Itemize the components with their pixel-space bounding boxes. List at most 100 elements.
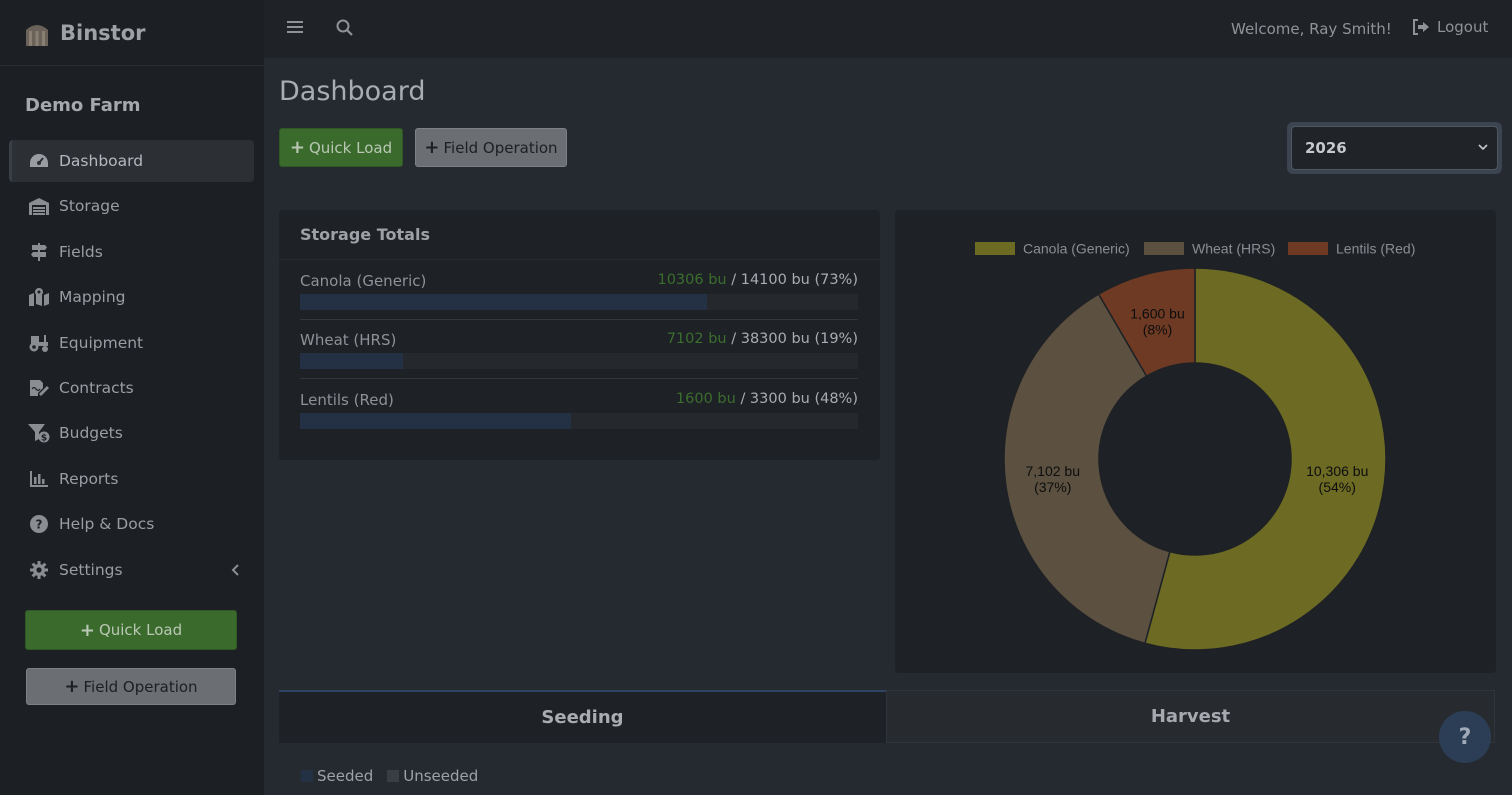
current-amount: 7102 bu <box>666 331 727 347</box>
legend-label: Canola (Generic) <box>1023 241 1130 257</box>
slice-percent-label: (37%) <box>1034 479 1071 495</box>
slice-value-label: 7,102 bu <box>1025 463 1080 479</box>
farm-name: Demo Farm <box>25 95 141 116</box>
logout-link[interactable]: Logout <box>1412 18 1488 36</box>
sidebar-nav: Dashboard Storage Fields Mapping Equipme… <box>0 140 264 591</box>
tractor-icon <box>28 333 50 353</box>
donut-chart: Canola (Generic) Wheat (HRS) Lentils (Red)… <box>975 241 1415 651</box>
year-select-focus-ring: 2026 <box>1287 122 1502 174</box>
warehouse-icon <box>28 196 50 216</box>
button-label: Quick Load <box>98 621 183 639</box>
sidebar-item-mapping[interactable]: Mapping <box>9 276 254 318</box>
sidebar-item-help-docs[interactable]: ? Help & Docs <box>9 503 254 545</box>
sidebar-item-dashboard[interactable]: Dashboard <box>9 140 254 182</box>
funnel-dollar-icon: $ <box>28 423 50 443</box>
donut-slice[interactable] <box>1097 267 1196 378</box>
bar-chart-icon <box>28 469 50 489</box>
legend-swatch <box>1144 242 1184 255</box>
map-marker-icon <box>28 287 50 307</box>
tab-seeding[interactable]: Seeding <box>279 690 886 743</box>
legend-item[interactable]: Canola (Generic) <box>975 241 1130 257</box>
progress-fill <box>300 294 708 310</box>
signs-icon <box>28 242 50 262</box>
sidebar-item-equipment[interactable]: Equipment <box>9 322 254 364</box>
sidebar-item-label: Equipment <box>59 333 144 352</box>
legend-swatch <box>1288 242 1328 255</box>
sidebar-item-fields[interactable]: Fields <box>9 231 254 273</box>
legend-swatch <box>975 242 1015 255</box>
crop-name: Wheat (HRS) <box>300 331 397 349</box>
year-select[interactable]: 2026 <box>1291 126 1498 170</box>
progress-bar <box>300 413 858 429</box>
svg-text:?: ? <box>36 518 43 532</box>
hamburger-menu-icon[interactable] <box>287 19 303 35</box>
chevron-left-icon[interactable] <box>230 562 240 578</box>
app-name: Binstor <box>60 20 146 45</box>
gauge-icon <box>28 151 50 171</box>
slice-percent-label: (54%) <box>1319 479 1356 495</box>
legend-label: Lentils (Red) <box>1336 241 1415 257</box>
legend-label: Wheat (HRS) <box>1192 241 1275 257</box>
slice-value-label: 1,600 bu <box>1130 305 1185 321</box>
sidebar-item-settings[interactable]: Settings <box>9 549 254 591</box>
field-operation-button[interactable]: + Field Operation <box>415 128 567 167</box>
tab-harvest[interactable]: Harvest <box>886 690 1495 743</box>
sidebar-item-label: Fields <box>59 242 103 261</box>
sign-out-icon <box>1413 19 1429 35</box>
progress-bar <box>300 353 858 369</box>
legend-label: Unseeded <box>403 767 479 785</box>
current-amount: 1600 bu <box>675 391 736 407</box>
storage-amount: 10306 bu / 14100 bu (73%) <box>657 272 858 288</box>
donut-slice[interactable] <box>1003 293 1171 645</box>
signature-icon <box>28 378 50 398</box>
page-title: Dashboard <box>279 76 426 107</box>
button-label: Quick Load <box>308 138 393 157</box>
sidebar-item-label: Budgets <box>59 424 123 443</box>
help-button[interactable]: ? <box>1439 711 1491 763</box>
plus-icon: + <box>424 137 440 158</box>
plus-icon: + <box>64 676 80 697</box>
button-label: Field Operation <box>443 138 558 157</box>
sidebar-item-label: Dashboard <box>59 152 144 170</box>
logout-label: Logout <box>1437 18 1489 36</box>
search-icon[interactable] <box>336 19 353 36</box>
gear-icon <box>28 560 50 580</box>
sidebar-item-storage[interactable]: Storage <box>9 185 254 227</box>
sidebar-field-operation-button[interactable]: + Field Operation <box>26 668 236 705</box>
quick-load-button[interactable]: + Quick Load <box>279 128 403 167</box>
welcome-text: Welcome, Ray Smith! <box>1231 20 1392 38</box>
slice-percent-label: (8%) <box>1143 321 1173 337</box>
capacity-amount: / 3300 bu (48%) <box>740 391 858 407</box>
button-label: Field Operation <box>83 677 198 696</box>
plus-icon: + <box>289 137 305 158</box>
sidebar-item-label: Settings <box>59 560 123 579</box>
svg-text:$: $ <box>41 434 47 444</box>
silo-logo-icon <box>26 24 48 46</box>
sidebar-item-contracts[interactable]: Contracts <box>9 367 254 409</box>
sidebar-item-label: Storage <box>59 197 120 216</box>
storage-donut-chart-card: Canola (Generic) Wheat (HRS) Lentils (Red)… <box>895 210 1496 673</box>
legend-swatch <box>301 770 313 782</box>
sidebar: Binstor Demo Farm Dashboard Storage Fiel… <box>0 0 264 795</box>
capacity-amount: / 38300 bu (19%) <box>731 331 858 347</box>
operations-tabs: Seeding Harvest <box>279 690 1495 743</box>
chevron-down-icon <box>1478 144 1488 151</box>
row-divider <box>300 378 858 379</box>
legend-label: Seeded <box>317 767 374 785</box>
progress-fill <box>300 353 404 369</box>
capacity-amount: / 14100 bu (73%) <box>731 272 858 288</box>
top-bar: Welcome, Ray Smith! Logout <box>264 0 1512 58</box>
current-amount: 10306 bu <box>657 272 727 288</box>
sidebar-item-label: Contracts <box>59 378 134 397</box>
sidebar-item-reports[interactable]: Reports <box>9 458 254 500</box>
sidebar-quick-load-button[interactable]: + Quick Load <box>25 610 237 650</box>
brand[interactable]: Binstor <box>0 0 264 66</box>
legend-swatch <box>387 770 400 782</box>
donut-slice[interactable] <box>1144 267 1387 651</box>
legend-item[interactable]: Lentils (Red) <box>1288 241 1415 257</box>
legend-item[interactable]: Wheat (HRS) <box>1144 241 1275 257</box>
card-title: Storage Totals <box>279 210 880 260</box>
storage-amount: 1600 bu / 3300 bu (48%) <box>676 391 858 407</box>
sidebar-item-budgets[interactable]: $ Budgets <box>9 412 254 454</box>
slice-value-label: 10,306 bu <box>1306 463 1368 479</box>
